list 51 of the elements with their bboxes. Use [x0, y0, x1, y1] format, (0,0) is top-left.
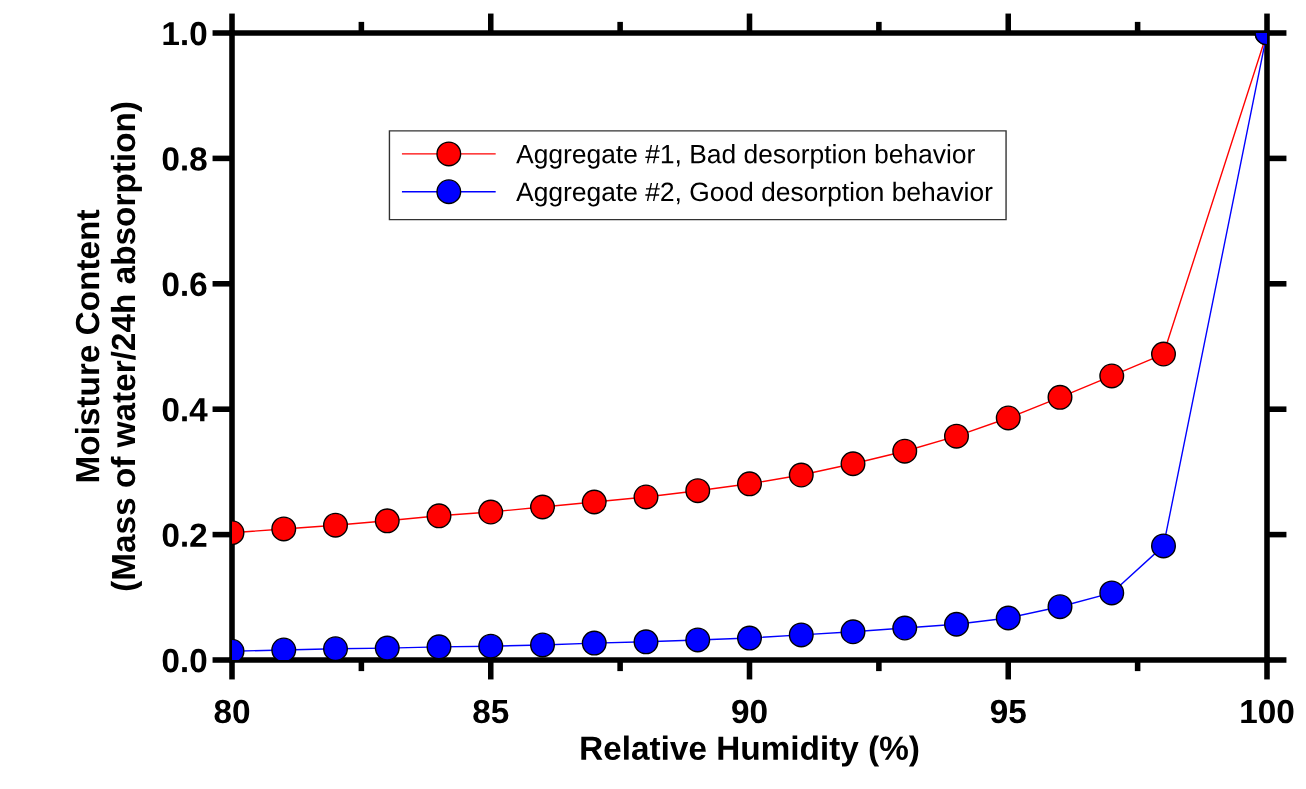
point — [995, 605, 1021, 631]
point — [374, 635, 400, 660]
point — [374, 508, 400, 534]
point — [1047, 594, 1073, 620]
point — [271, 637, 297, 660]
point — [685, 478, 711, 504]
point — [529, 494, 556, 520]
point — [581, 489, 607, 515]
point — [943, 423, 970, 449]
y-tick-label: 0.8 — [162, 147, 207, 171]
y-tick-label: 0.0 — [162, 648, 207, 673]
point — [685, 627, 711, 653]
point — [840, 619, 866, 645]
y-tick-label: 0.2 — [162, 523, 207, 548]
point — [529, 632, 556, 658]
x-tick-label: 80 — [214, 699, 250, 724]
legend-label: Aggregate #2, Good desorption behavior — [516, 181, 993, 207]
point — [322, 636, 349, 660]
point — [271, 516, 297, 542]
point — [1150, 341, 1177, 367]
x-tick-label: 85 — [473, 699, 509, 724]
x-tick-label: 95 — [990, 699, 1026, 724]
point — [581, 630, 607, 656]
point — [633, 629, 659, 655]
point — [478, 499, 504, 525]
point — [1150, 533, 1177, 559]
point — [943, 611, 970, 637]
point — [736, 471, 763, 497]
point — [1099, 363, 1125, 389]
point — [892, 438, 918, 464]
y-tick-label: 1.0 — [163, 21, 207, 46]
y-tick-label: 0.6 — [162, 272, 207, 297]
point — [1099, 580, 1125, 606]
point — [788, 622, 814, 648]
x-tick-label: 90 — [732, 699, 767, 724]
y-axis-title: Moisture Content (Mass of water/24h absorption) — [74, 102, 142, 591]
point — [633, 484, 659, 510]
x-axis-title: Relative Humidity (%) — [581, 735, 919, 767]
x-tick-label: 100 — [1241, 699, 1294, 724]
point — [1047, 384, 1073, 410]
point — [426, 503, 452, 529]
point — [736, 625, 763, 651]
point — [788, 462, 814, 488]
point — [840, 451, 866, 477]
y-tick-label: 0.4 — [162, 398, 208, 422]
legend-label: Aggregate #1, Bad desorption behavior — [516, 144, 975, 169]
point — [995, 405, 1021, 431]
point — [426, 634, 452, 660]
point — [478, 633, 504, 659]
point — [322, 512, 349, 538]
point — [892, 615, 918, 641]
